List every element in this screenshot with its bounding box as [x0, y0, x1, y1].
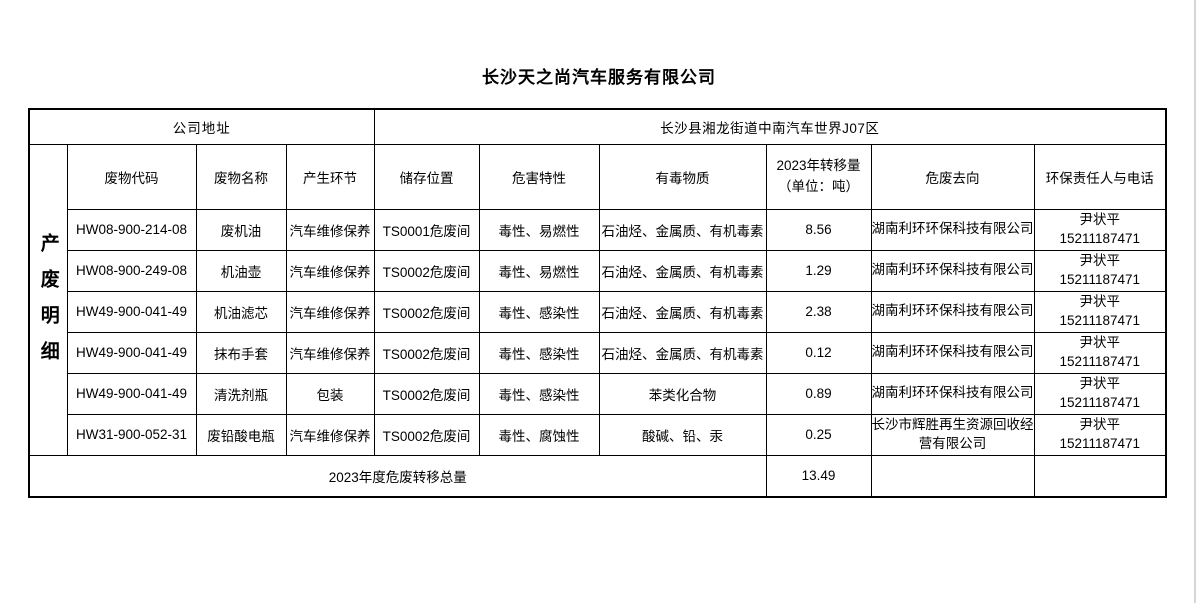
waste-code-cell: HW08-900-214-08 — [66, 208, 197, 251]
transfer-amount-cell: 2.38 — [765, 290, 872, 333]
contact-name: 尹状平 — [1079, 293, 1121, 309]
transfer-amount-header: 2023年转移量 （单位：吨） — [765, 143, 872, 210]
toxic-substance-cell: 石油烃、金属质、有机毒素 — [598, 249, 767, 292]
window-edge-line — [1194, 0, 1196, 603]
waste-code-cell: HW49-900-041-49 — [66, 331, 197, 374]
contact-phone: 15211187471 — [1059, 394, 1141, 410]
waste-name-cell: 机油滤芯 — [195, 290, 287, 333]
column-header-row: 产废明细 废物代码 废物名称 产生环节 储存位置 危害特性 有毒物质 2023年… — [28, 143, 1167, 456]
storage-location-cell: TS0002危废间 — [373, 290, 480, 333]
transfer-amount-header-line2: （单位：吨） — [778, 178, 859, 194]
company-address-row: 公司地址 长沙县湘龙街道中南汽车世界J07区 — [28, 108, 1167, 145]
contact-phone: 15211187471 — [1059, 435, 1141, 451]
generation-step-cell: 汽车维修保养 — [285, 290, 375, 333]
hazard-trait-cell: 毒性、易燃性 — [478, 249, 600, 292]
hazardous-waste-table: 公司地址 长沙县湘龙街道中南汽车世界J07区 产废明细 废物代码 废物名称 产生… — [28, 108, 1167, 498]
storage-location-cell: TS0002危废间 — [373, 249, 480, 292]
storage-location-cell: TS0002危废间 — [373, 372, 480, 415]
waste-code-cell: HW49-900-041-49 — [66, 372, 197, 415]
contact-cell: 尹状平 15211187471 — [1033, 249, 1167, 292]
contact-cell: 尹状平 15211187471 — [1033, 413, 1167, 456]
table-row: HW08-900-249-08 机油壶 汽车维修保养 TS0002危废间 毒性、… — [29, 249, 1167, 292]
contact-phone: 15211187471 — [1059, 353, 1141, 369]
transfer-amount-cell: 1.29 — [765, 249, 872, 292]
toxic-substance-cell: 石油烃、金属质、有机毒素 — [598, 331, 767, 374]
waste-name-cell: 废铅酸电瓶 — [195, 413, 287, 456]
transfer-amount-cell: 0.12 — [765, 331, 872, 374]
hazard-trait-cell: 毒性、感染性 — [478, 331, 600, 374]
total-row: 2023年度危废转移总量 13.49 — [28, 454, 1167, 498]
transfer-amount-cell: 0.25 — [765, 413, 872, 456]
generation-step-cell: 汽车维修保养 — [285, 413, 375, 456]
page-title: 长沙天之尚汽车服务有限公司 — [482, 68, 716, 87]
waste-details-section-cell: 产废明细 — [28, 143, 68, 456]
waste-name-cell: 清洗剂瓶 — [195, 372, 287, 415]
contact-name: 尹状平 — [1079, 211, 1121, 227]
storage-location-cell: TS0002危废间 — [373, 413, 480, 456]
hazard-trait-cell: 毒性、感染性 — [478, 290, 600, 333]
toxic-substance-cell: 石油烃、金属质、有机毒素 — [598, 208, 767, 251]
toxic-substance-cell: 酸碱、铅、汞 — [598, 413, 767, 456]
contact-phone: 15211187471 — [1059, 230, 1141, 246]
total-label-cell: 2023年度危废转移总量 — [28, 454, 767, 498]
generation-step-cell: 汽车维修保养 — [285, 331, 375, 374]
destination-cell: 湖南利环环保科技有限公司 — [870, 331, 1035, 374]
hazard-trait-cell: 毒性、易燃性 — [478, 208, 600, 251]
destination-cell: 长沙市辉胜再生资源回收经营有限公司 — [870, 413, 1035, 456]
waste-name-cell: 废机油 — [195, 208, 287, 251]
contact-phone: 15211187471 — [1059, 271, 1141, 287]
contact-phone: 15211187471 — [1059, 312, 1141, 328]
destination-cell: 湖南利环环保科技有限公司 — [870, 249, 1035, 292]
transfer-amount-cell: 8.56 — [765, 208, 872, 251]
table-row: HW49-900-041-49 抹布手套 汽车维修保养 TS0002危废间 毒性… — [29, 331, 1167, 374]
generation-step-cell: 汽车维修保养 — [285, 249, 375, 292]
waste-code-header: 废物代码 — [66, 143, 197, 210]
destination-cell: 湖南利环环保科技有限公司 — [870, 208, 1035, 251]
table-row: HW31-900-052-31 废铅酸电瓶 汽车维修保养 TS0002危废间 毒… — [29, 413, 1167, 456]
storage-location-cell: TS0002危废间 — [373, 331, 480, 374]
storage-location-cell: TS0001危废间 — [373, 208, 480, 251]
contact-cell: 尹状平 15211187471 — [1033, 290, 1167, 333]
generation-step-cell: 包装 — [285, 372, 375, 415]
contact-name: 尹状平 — [1079, 252, 1121, 268]
table-row: HW49-900-041-49 清洗剂瓶 包装 TS0002危废间 毒性、感染性… — [29, 372, 1167, 415]
total-empty-destination-cell — [870, 454, 1035, 498]
waste-code-cell: HW49-900-041-49 — [66, 290, 197, 333]
destination-cell: 湖南利环环保科技有限公司 — [870, 290, 1035, 333]
waste-code-cell: HW08-900-249-08 — [66, 249, 197, 292]
contact-cell: 尹状平 15211187471 — [1033, 331, 1167, 374]
hazard-trait-cell: 毒性、腐蚀性 — [478, 413, 600, 456]
total-amount-cell: 13.49 — [765, 454, 872, 498]
storage-location-header: 储存位置 — [373, 143, 480, 210]
table-row: HW49-900-041-49 机油滤芯 汽车维修保养 TS0002危废间 毒性… — [29, 290, 1167, 333]
table-row: HW08-900-214-08 废机油 汽车维修保养 TS0001危废间 毒性、… — [29, 208, 1167, 251]
generation-step-header: 产生环节 — [285, 143, 375, 210]
generation-step-cell: 汽车维修保养 — [285, 208, 375, 251]
transfer-amount-header-line1: 2023年转移量 — [776, 157, 861, 173]
toxic-substance-header: 有毒物质 — [598, 143, 767, 210]
destination-header: 危废去向 — [870, 143, 1035, 210]
contact-name: 尹状平 — [1079, 416, 1121, 432]
hazard-trait-header: 危害特性 — [478, 143, 600, 210]
contact-cell: 尹状平 15211187471 — [1033, 372, 1167, 415]
toxic-substance-cell: 石油烃、金属质、有机毒素 — [598, 290, 767, 333]
waste-name-cell: 抹布手套 — [195, 331, 287, 374]
waste-name-header: 废物名称 — [195, 143, 287, 210]
waste-details-section-label: 产废明细 — [37, 233, 59, 377]
total-empty-contact-cell — [1033, 454, 1167, 498]
contact-header: 环保责任人与电话 — [1033, 143, 1167, 210]
company-address-label-cell: 公司地址 — [28, 108, 375, 145]
transfer-amount-cell: 0.89 — [765, 372, 872, 415]
contact-cell: 尹状平 15211187471 — [1033, 208, 1167, 251]
destination-cell: 湖南利环环保科技有限公司 — [870, 372, 1035, 415]
contact-name: 尹状平 — [1079, 334, 1121, 350]
company-address-value-cell: 长沙县湘龙街道中南汽车世界J07区 — [373, 108, 1167, 145]
toxic-substance-cell: 苯类化合物 — [598, 372, 767, 415]
waste-code-cell: HW31-900-052-31 — [66, 413, 197, 456]
contact-name: 尹状平 — [1079, 375, 1121, 391]
hazard-trait-cell: 毒性、感染性 — [478, 372, 600, 415]
waste-name-cell: 机油壶 — [195, 249, 287, 292]
